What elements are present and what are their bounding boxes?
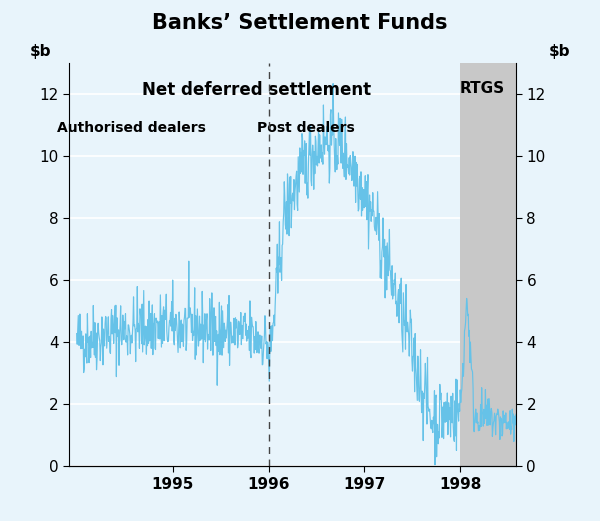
Text: Authorised dealers: Authorised dealers (57, 121, 206, 135)
Text: Banks’ Settlement Funds: Banks’ Settlement Funds (152, 13, 448, 33)
Text: RTGS: RTGS (460, 81, 505, 96)
Text: $b: $b (30, 44, 52, 59)
Text: Post dealers: Post dealers (257, 121, 355, 135)
Text: Net deferred settlement: Net deferred settlement (142, 81, 371, 98)
Text: $b: $b (548, 44, 570, 59)
Bar (460, 63, 526, 466)
